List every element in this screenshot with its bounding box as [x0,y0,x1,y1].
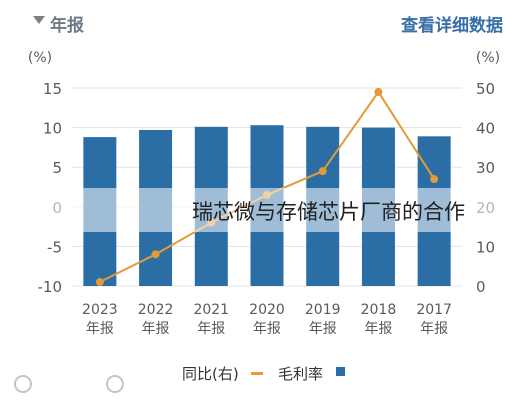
category-label: 2023 年报 [82,302,118,337]
watermark-logo-icon [106,375,124,393]
left-tick-label: 5 [52,159,62,177]
right-tick-label: 40 [476,120,495,138]
left-tick-label: 15 [43,80,62,98]
legend-bar-label: 毛利率 [278,365,324,383]
line-point [95,278,104,287]
left-axis-unit: (%) [28,50,52,66]
chart-header: 年报 查看详细数据 [0,0,529,44]
right-tick-label: 10 [476,238,495,256]
right-axis-unit: (%) [476,50,500,66]
category-label: 2022 年报 [138,302,174,337]
period-select[interactable]: 年报 [50,16,84,36]
line-point [318,167,327,176]
category-label: 2020 年报 [249,302,285,337]
line-point [430,175,439,184]
dropdown-arrow-icon[interactable] [33,16,45,24]
right-tick-label: 0 [476,278,486,296]
overlay-band [0,188,529,232]
right-tick-label: 30 [476,159,495,177]
category-label: 2019 年报 [305,302,341,337]
line-point [151,250,160,259]
legend-line-swatch [251,372,263,375]
left-tick-label: 10 [43,120,62,138]
category-label: 2017 年报 [416,302,452,337]
line-point [374,87,383,96]
watermark-icon [14,375,32,393]
category-label: 2021 年报 [193,302,229,337]
legend-bar-swatch [336,367,345,376]
chart-legend: 毛利率 同比(右) [0,356,529,386]
overlay-caption: 瑞芯微与存储芯片厂商的合作 [192,200,465,224]
category-label: 2018 年报 [361,302,397,337]
left-tick-label: -5 [47,238,62,256]
right-tick-label: 50 [476,80,495,98]
view-details-link[interactable]: 查看详细数据 [401,16,503,36]
left-tick-label: -10 [38,278,63,296]
legend-line-label: 同比(右) [182,365,239,383]
